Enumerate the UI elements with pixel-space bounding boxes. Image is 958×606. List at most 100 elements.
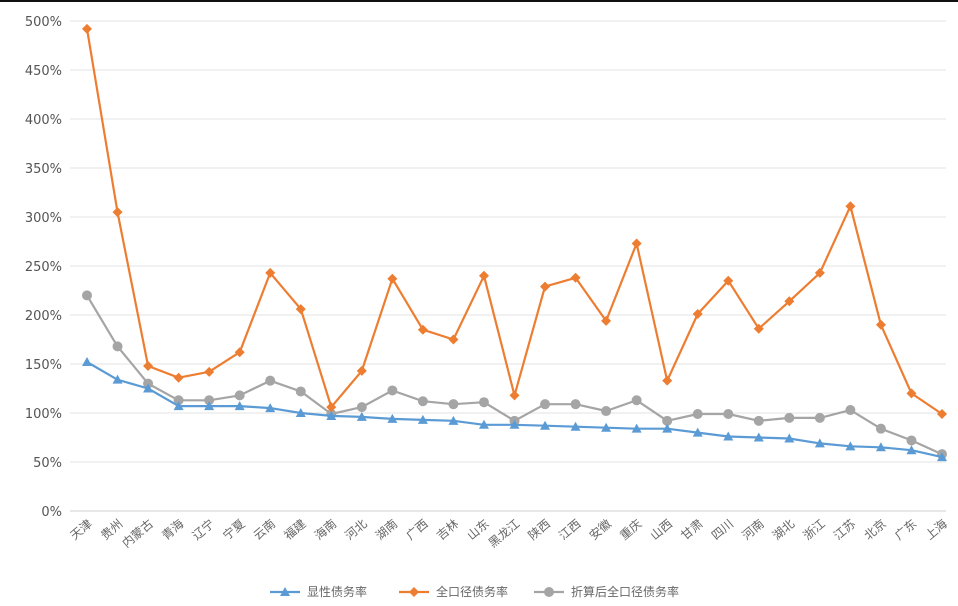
data-point	[784, 296, 795, 307]
data-point	[112, 374, 123, 384]
data-point	[82, 23, 92, 34]
data-point	[814, 412, 825, 423]
data-point	[295, 304, 306, 315]
data-point	[540, 399, 551, 410]
data-point	[692, 427, 703, 437]
x-tick-label: 内蒙古	[119, 516, 156, 551]
data-point	[265, 403, 276, 413]
data-point	[601, 406, 612, 417]
data-point	[662, 415, 673, 426]
x-tick-label: 广东	[892, 517, 919, 543]
data-point	[265, 267, 276, 278]
y-tick-label: 450%	[25, 64, 62, 79]
data-point	[601, 422, 612, 432]
x-tick-label: 天津	[68, 517, 95, 543]
data-point	[448, 415, 459, 425]
data-point	[509, 390, 520, 401]
x-tick-label: 上海	[922, 516, 950, 543]
data-point	[937, 408, 947, 419]
data-point	[845, 405, 856, 416]
legend-label: 折算后全口径债务率	[571, 584, 679, 599]
data-point	[280, 587, 290, 596]
x-tick-label: 河南	[739, 516, 767, 543]
y-tick-label: 200%	[25, 309, 62, 324]
x-tick-label: 安徽	[586, 516, 614, 543]
legend-label: 全口径债务率	[436, 584, 508, 599]
data-point	[723, 431, 734, 441]
data-point	[82, 290, 92, 301]
y-tick-label: 400%	[25, 113, 62, 128]
data-point	[409, 587, 419, 597]
x-tick-label: 浙江	[800, 517, 827, 543]
data-point	[265, 375, 276, 386]
data-point	[295, 408, 306, 417]
data-point	[143, 383, 154, 393]
x-tick-label: 重庆	[617, 517, 644, 543]
data-point	[173, 401, 184, 411]
legend: 显性债务率 全口径债务率 折算后全口径债务率	[270, 584, 679, 599]
data-point	[478, 419, 489, 429]
series-1	[82, 357, 947, 462]
data-point	[753, 432, 764, 442]
data-point	[478, 397, 489, 408]
data-point	[143, 360, 154, 371]
x-tick-label: 辽宁	[189, 516, 217, 543]
x-tick-label: 云南	[250, 516, 278, 543]
y-tick-label: 50%	[33, 456, 62, 471]
data-point	[509, 419, 520, 429]
data-point	[417, 396, 428, 407]
series-2	[82, 23, 947, 419]
series-line	[86, 361, 943, 459]
x-tick-label: 河北	[342, 517, 369, 543]
data-point	[356, 365, 367, 376]
data-point	[906, 445, 917, 455]
legend-item: 全口径债务率	[399, 584, 508, 599]
data-point	[845, 201, 856, 212]
data-point	[570, 272, 581, 283]
data-point	[387, 413, 398, 423]
x-tick-label: 吉林	[434, 517, 461, 543]
data-point	[814, 438, 825, 448]
data-point	[234, 401, 245, 411]
data-point	[204, 395, 215, 406]
x-tick-label: 山西	[648, 517, 675, 543]
series-3	[82, 290, 947, 460]
data-point	[540, 420, 551, 430]
legend-label: 显性债务率	[307, 584, 367, 599]
data-point	[326, 410, 337, 420]
data-point	[875, 423, 886, 434]
y-tick-label: 350%	[25, 162, 62, 177]
data-point	[544, 587, 554, 597]
x-tick-label: 湖北	[769, 516, 797, 543]
data-point	[784, 412, 795, 423]
data-point	[540, 281, 551, 292]
x-tick-label: 福建	[281, 516, 309, 543]
data-point	[753, 323, 764, 334]
data-point	[692, 408, 703, 419]
data-point	[662, 423, 673, 433]
data-point	[356, 411, 367, 421]
data-point	[234, 390, 245, 401]
x-tick-label: 海南	[311, 516, 339, 543]
data-point	[173, 372, 184, 383]
data-point	[387, 385, 398, 396]
x-tick-label: 甘肃	[678, 517, 705, 543]
legend-item: 显性债务率	[270, 584, 367, 599]
y-tick-label: 100%	[25, 407, 62, 422]
data-point	[112, 207, 123, 218]
x-tick-label: 青海	[158, 516, 186, 543]
data-point	[112, 341, 123, 352]
y-tick-label: 150%	[25, 358, 62, 373]
x-tick-label: 陕西	[525, 516, 553, 543]
y-tick-label: 0%	[41, 505, 62, 520]
data-point	[570, 399, 581, 410]
data-point	[845, 441, 856, 451]
data-point	[204, 401, 215, 411]
series-line	[86, 294, 943, 456]
data-point	[601, 315, 612, 326]
gridlines	[70, 20, 946, 512]
x-tick-label: 黑龙江	[486, 517, 523, 551]
data-point	[204, 366, 215, 377]
data-point	[326, 402, 337, 413]
